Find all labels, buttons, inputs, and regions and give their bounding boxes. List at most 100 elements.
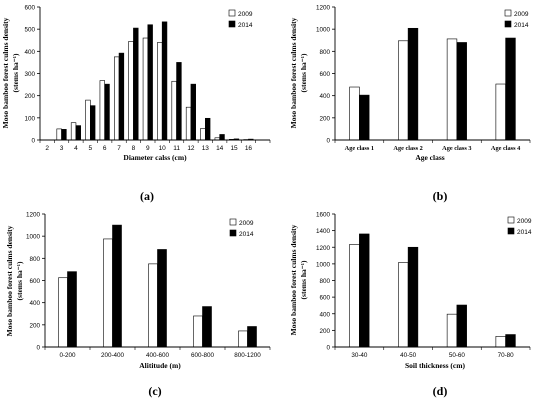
legend-label-2014: 2014: [239, 231, 254, 238]
legend-swatch-2009: [507, 216, 515, 224]
y-tick-label: 600: [24, 5, 35, 12]
bar-2014-Age-class-3: [456, 42, 467, 141]
bar-2009-9: [142, 37, 149, 141]
chart-panel-c: 0 200 400 600 800 1000 1200 0-200 200-400 400-600…: [5, 212, 271, 398]
y-tick-label: 300: [24, 71, 35, 78]
bar-2014-8: [133, 27, 139, 141]
bar-2009-7: [114, 56, 120, 141]
legend-label-2009: 2009: [517, 218, 532, 225]
bar-2014-13: [205, 117, 211, 141]
y-tick-label: 600: [319, 71, 330, 78]
legend-swatch-2014: [507, 227, 515, 235]
bar-2014-400-600: [157, 249, 167, 348]
y-axis-title-line2: (stems ha⁻¹): [15, 261, 24, 300]
bar-2014-5: [90, 105, 96, 141]
x-tick-label: 14: [216, 145, 224, 152]
legend-label-2009: 2009: [238, 11, 253, 18]
y-tick-label: 1200: [26, 212, 41, 219]
y-tick-label: 400: [24, 49, 35, 56]
chart-panel-d: 0 200 400 600 800 1000 1200 1400 1600 30-40 40-50 5…: [289, 212, 532, 399]
panel-label: (b): [433, 189, 448, 203]
x-tick-label: 40-50: [400, 352, 417, 359]
bar-2009-40-50: [398, 262, 409, 348]
y-tick-label: 600: [29, 278, 40, 285]
bar-2009-200-400: [103, 238, 113, 348]
y-axis-title-line2: (stems ha⁻¹): [299, 260, 308, 299]
y-tick-label: 1000: [26, 234, 41, 241]
bar-2014-70-80: [505, 334, 516, 348]
x-tick-label: Age class 2: [393, 145, 422, 152]
y-tick-label: 1400: [316, 228, 331, 235]
bar-2009-Age-class-2: [398, 40, 409, 141]
legend-swatch-2014: [229, 229, 237, 237]
y-axis-title-line1: Moso bamboo forest culms density: [5, 225, 14, 336]
chart-panel-a: 0 100 200 300 400 500 600 2 3 4 5 6 7 8 9 10 11 12 13 14 15 1…: [1, 5, 271, 203]
y-axis-title-line2: (stems ha⁻¹): [11, 53, 20, 92]
bar-2009-Age-class-3: [446, 38, 458, 141]
bar-2014-Age-class-1: [359, 94, 370, 141]
x-tick-label: 7: [117, 145, 121, 152]
bar-2009-11: [171, 80, 177, 141]
x-tick-label: 6: [103, 145, 107, 152]
x-tick-label: 3: [60, 145, 64, 152]
bar-2009-4: [70, 122, 77, 141]
x-tick-label: Age class 1: [345, 145, 374, 152]
y-tick-label: 400: [319, 311, 330, 318]
bar-2014-7: [118, 52, 125, 141]
bar-2014-4: [75, 125, 81, 141]
y-axis-title-line1: Moso bamboo forest culms density: [1, 17, 10, 128]
y-tick-label: 1000: [316, 27, 331, 34]
x-axis-title: Age class: [415, 153, 444, 162]
legend-swatch-2009: [504, 9, 512, 17]
y-axis-title: Moso bamboo forest culms density (stems h…: [5, 225, 24, 336]
y-axis-title: Moso bamboo forest culms density (stems h…: [1, 17, 20, 128]
x-axis-title: Soil thickness (cm): [405, 361, 466, 370]
x-tick-label: Age class 4: [491, 145, 521, 152]
bar-2009-70-80: [495, 336, 506, 348]
bar-2014-14: [219, 134, 225, 141]
panel-label: (a): [140, 189, 154, 203]
x-tick-label: 50-60: [449, 352, 466, 359]
legend: 2009 2014: [507, 216, 532, 236]
y-tick-label: 200: [319, 328, 330, 335]
x-tick-label: 11: [173, 145, 180, 152]
bar-2009-800-1200: [238, 330, 248, 348]
y-tick-label: 200: [319, 115, 330, 122]
legend-label-2009: 2009: [239, 220, 254, 227]
y-tick-label: 400: [319, 93, 330, 100]
x-tick-label: 30-40: [351, 352, 368, 359]
bar-2014-0-200: [67, 271, 77, 348]
x-tick-label: 4: [74, 145, 78, 152]
bar-2014-200-400: [112, 224, 122, 348]
x-tick-label: 600-800: [191, 352, 215, 359]
bar-2014-3: [61, 129, 67, 141]
bar-2014-6: [104, 83, 110, 141]
y-tick-label: 400: [29, 300, 40, 307]
y-axis-title-line1: Moso bamboo forest culms density: [289, 224, 298, 335]
legend-label-2014: 2014: [238, 22, 253, 29]
legend-label-2009: 2009: [514, 11, 529, 18]
y-tick-label: 0: [326, 138, 330, 145]
y-axis-title-line2: (stems ha⁻¹): [299, 53, 308, 92]
legend-swatch-2009: [228, 9, 236, 17]
bar-2009-30-40: [349, 244, 360, 348]
x-tick-label: 400-600: [146, 352, 170, 359]
x-tick-label: 70-80: [498, 352, 515, 359]
bar-2014-10: [161, 21, 168, 141]
bar-2014-Age-class-2: [407, 27, 419, 141]
x-axis-title: Alititude (m): [139, 361, 181, 370]
y-axis-title: Moso bamboo forest culms density (stems h…: [289, 224, 308, 335]
bar-2009-8: [128, 41, 134, 141]
bar-2014-40-50: [407, 246, 419, 348]
bar-2014-11: [176, 62, 182, 141]
bar-2009-50-60: [446, 313, 458, 348]
legend-label-2014: 2014: [514, 22, 529, 29]
y-tick-label: 1000: [316, 261, 331, 268]
y-axis-title: Moso bamboo forest culms density (stems h…: [289, 17, 308, 128]
legend-swatch-2014: [504, 20, 512, 28]
x-tick-label: 10: [159, 145, 167, 152]
x-tick-label: 800-1200: [234, 352, 261, 359]
chart-panel-b: 0 200 400 600 800 1000 1200 Age class 1 Age clas…: [289, 5, 531, 203]
x-tick-label: 200-400: [101, 352, 125, 359]
y-tick-label: 200: [29, 322, 40, 329]
